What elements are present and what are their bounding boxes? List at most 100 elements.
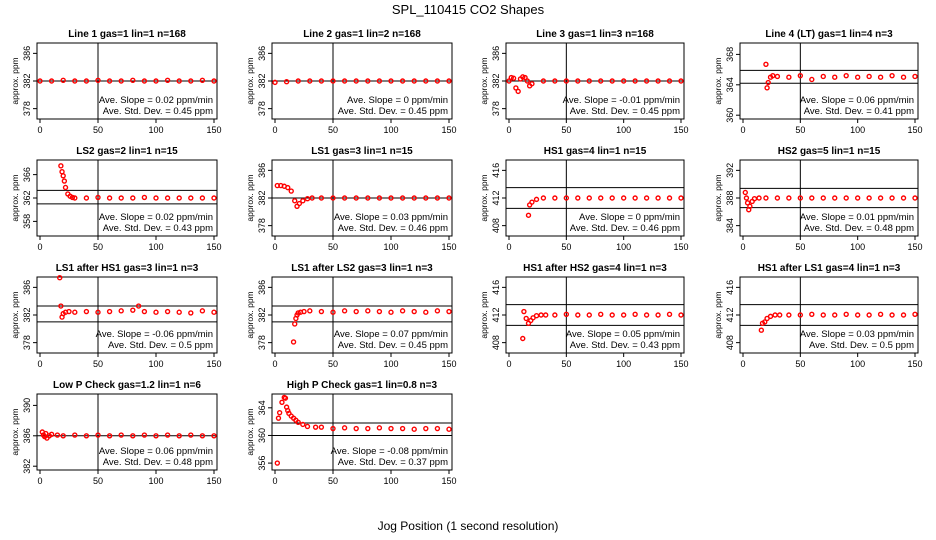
data-point (598, 311, 604, 318)
data-point (399, 195, 406, 201)
data-point (388, 78, 394, 84)
data-point (341, 195, 348, 201)
data-point (275, 415, 282, 421)
data-point (575, 195, 581, 201)
data-point (552, 78, 558, 84)
data-point (285, 184, 291, 191)
panel-title: Line 2 gas=1 lin=2 n=168 (303, 29, 421, 40)
data-point (83, 433, 90, 439)
panel-title: HS1 after LS1 gas=4 lin=1 n=3 (758, 263, 901, 274)
data-point (141, 194, 148, 201)
data-point (446, 308, 452, 315)
data-point (388, 195, 394, 201)
x-tick-label: 100 (616, 242, 631, 252)
panel-7: HS1 gas=4 lin=1 n=15 0 50 100 150 408 412 416ap… (479, 146, 689, 252)
panel-13: Low P Check gas=1.2 lin=1 n=6 0 50 100 150 38… (10, 380, 222, 486)
data-point (292, 321, 298, 327)
data-point (540, 78, 547, 84)
data-point (609, 312, 615, 318)
x-tick-label: 100 (148, 476, 163, 486)
x-tick-label: 50 (328, 476, 338, 486)
panel-9: LS1 after HS1 gas=3 lin=1 n=3 0 50 100 150 37… (10, 263, 222, 369)
y-tick-label: 378 (257, 101, 267, 116)
x-tick-label: 150 (441, 476, 456, 486)
panel-title: LS1 after HS1 gas=3 lin=1 n=3 (56, 263, 199, 274)
data-point (309, 195, 315, 201)
data-point (912, 73, 918, 80)
data-point (743, 195, 750, 201)
x-tick-label: 0 (37, 125, 42, 135)
y-tick-label: 384 (725, 218, 735, 233)
slope-annotation: Ave. Slope = 0.01 ppm/min (800, 212, 914, 223)
y-tick-label: 386 (22, 46, 32, 61)
data-point (643, 312, 650, 318)
data-point (666, 78, 673, 84)
std-dev-annotation: Ave. Std. Dev. = 0.43 ppm (570, 340, 680, 351)
x-tick-label: 50 (795, 359, 805, 369)
panel-3: Line 3 gas=1 lin=3 n=168 0 50 100 150 378 382 3… (479, 29, 689, 135)
data-point (62, 184, 69, 191)
data-point (300, 198, 306, 204)
data-point (307, 308, 313, 314)
data-point (889, 72, 895, 79)
data-point (341, 78, 348, 84)
data-point (164, 432, 171, 438)
y-tick-label: 408 (491, 335, 501, 350)
data-point (797, 312, 804, 318)
data-point (318, 78, 325, 84)
data-point (832, 312, 838, 318)
data-point (176, 433, 182, 439)
x-tick-label: 50 (795, 125, 805, 135)
y-tick-label: 362 (22, 190, 32, 205)
data-point (446, 426, 452, 432)
data-point (307, 78, 313, 84)
y-tick-label: 382 (257, 307, 267, 322)
data-point (60, 77, 66, 84)
data-point (274, 460, 281, 466)
std-dev-annotation: Ave. Std. Dev. = 0.45 ppm (570, 106, 680, 117)
x-tick-label: 0 (272, 359, 277, 369)
data-point (900, 74, 907, 80)
data-point (164, 77, 171, 84)
panel-title: LS2 gas=2 lin=1 n=15 (76, 146, 178, 157)
data-point (353, 425, 359, 432)
y-axis-label: approx. ppm (713, 57, 723, 104)
data-point (164, 195, 171, 201)
data-point (506, 78, 512, 84)
y-axis-label: approx. ppm (479, 291, 489, 338)
data-point (877, 311, 884, 318)
data-point (423, 309, 429, 315)
data-point (153, 433, 159, 439)
data-point (854, 74, 861, 80)
x-tick-label: 0 (506, 125, 511, 135)
data-point (211, 195, 217, 201)
x-tick-label: 50 (93, 476, 103, 486)
data-point (188, 195, 194, 201)
x-tick-label: 100 (850, 242, 865, 252)
data-point (296, 200, 303, 207)
data-point (290, 339, 297, 345)
y-tick-label: 378 (22, 101, 32, 116)
panel-10: LS1 after LS2 gas=3 lin=1 n=3 0 50 100 150 37… (245, 263, 457, 369)
y-tick-label: 416 (491, 163, 501, 178)
std-dev-annotation: Ave. Std. Dev. = 0.48 ppm (804, 223, 914, 234)
data-point (515, 88, 521, 95)
slope-annotation: Ave. Slope = 0.06 ppm/min (99, 446, 213, 457)
data-point (510, 75, 517, 81)
x-tick-label: 150 (441, 359, 456, 369)
data-point (832, 74, 838, 80)
data-point (854, 312, 861, 318)
data-point (513, 85, 519, 91)
data-point (774, 73, 781, 80)
y-tick-label: 386 (257, 46, 267, 61)
y-axis-label: approx. ppm (479, 57, 489, 104)
data-point (776, 312, 783, 318)
data-point (446, 78, 452, 84)
data-point (304, 195, 311, 202)
data-point (199, 77, 206, 84)
x-tick-label: 100 (616, 359, 631, 369)
data-point (786, 195, 792, 201)
data-point (118, 308, 124, 314)
data-point (153, 195, 159, 201)
data-point (211, 78, 217, 84)
